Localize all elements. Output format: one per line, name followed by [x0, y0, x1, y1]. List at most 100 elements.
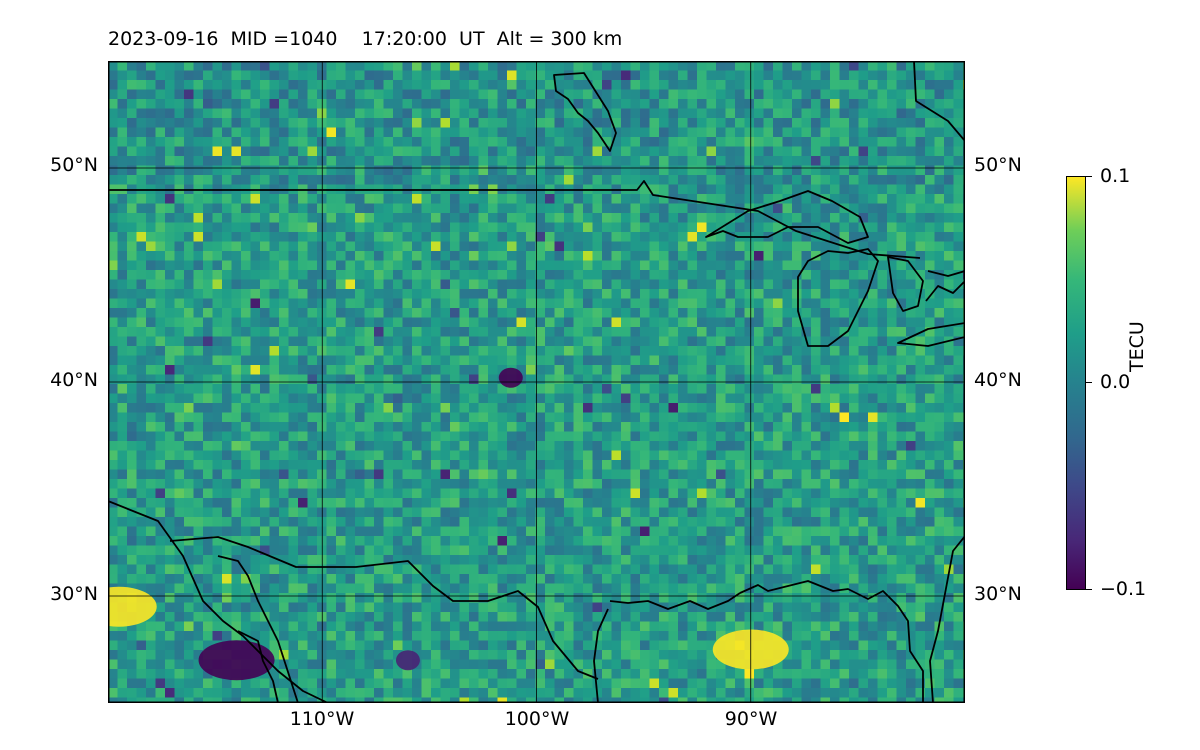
tec-cell: [849, 165, 859, 176]
tec-cell: [868, 184, 878, 195]
tec-cell: [611, 327, 622, 337]
tec-cell: [193, 536, 204, 546]
tec-cell: [336, 393, 346, 404]
tec-cell: [792, 118, 802, 128]
tec-cell: [108, 441, 118, 451]
tec-cell: [953, 393, 964, 404]
tec-cell: [830, 555, 840, 565]
tec-cell: [269, 118, 280, 128]
tec-cell: [820, 469, 831, 480]
tec-cell: [108, 564, 118, 575]
tec-cell: [136, 61, 147, 71]
tec-cell: [431, 89, 441, 100]
tec-cell: [554, 118, 565, 128]
tec-cell: [763, 488, 774, 499]
tec-cell: [412, 165, 422, 176]
tec-cell: [155, 488, 166, 499]
tec-cell: [136, 194, 147, 204]
tec-cell: [298, 317, 308, 328]
tec-cell: [507, 194, 517, 204]
tec-cell: [944, 298, 954, 309]
tec-cell: [117, 99, 128, 109]
tec-cell: [345, 536, 356, 546]
tec-cell: [212, 412, 223, 423]
tec-cell: [906, 222, 916, 233]
tec-cell: [269, 536, 280, 546]
tec-cell: [355, 507, 365, 518]
tec-cell: [146, 460, 156, 470]
tec-cell: [117, 146, 128, 157]
tec-cell: [374, 279, 384, 290]
tec-cell: [782, 70, 793, 81]
tec-cell: [222, 213, 232, 223]
tec-cell: [621, 479, 631, 489]
tec-cell: [621, 99, 631, 109]
tec-cell: [298, 555, 308, 565]
tec-cell: [412, 260, 422, 271]
tec-cell: [326, 555, 337, 565]
tec-cell: [526, 393, 536, 404]
tec-cell: [735, 564, 745, 575]
tec-cell: [545, 308, 555, 318]
tec-cell: [307, 536, 318, 546]
tec-cell: [193, 279, 204, 290]
tec-cell: [811, 536, 821, 546]
tec-cell: [146, 213, 156, 223]
tec-cell: [545, 222, 555, 233]
tec-cell: [440, 450, 451, 461]
tec-cell: [402, 289, 413, 299]
tec-cell: [820, 384, 831, 394]
tec-cell: [811, 450, 821, 461]
tec-cell: [307, 232, 318, 242]
tec-cell: [184, 80, 194, 90]
tec-cell: [858, 393, 869, 404]
tec-cell: [820, 70, 831, 81]
tec-cell: [640, 279, 650, 290]
tec-cell: [288, 564, 299, 575]
tec-cell: [830, 374, 840, 385]
tec-cell: [507, 137, 517, 147]
tec-cell: [763, 89, 774, 100]
tec-cell: [697, 108, 707, 119]
tec-cell: [117, 545, 128, 556]
tec-cell: [241, 251, 251, 261]
tec-cell: [393, 517, 403, 527]
tec-cell: [725, 574, 736, 584]
tec-cell: [744, 89, 755, 100]
tec-cell: [526, 403, 536, 413]
tec-cell: [725, 450, 736, 461]
tec-cell: [336, 422, 346, 432]
tec-cell: [355, 536, 365, 546]
tec-cell: [811, 403, 821, 413]
tec-cell: [887, 403, 897, 413]
tec-cell: [269, 99, 280, 109]
tec-cell: [564, 165, 574, 176]
tec-cell: [592, 574, 603, 584]
tec-cell: [716, 479, 726, 489]
tec-cell: [155, 260, 166, 271]
tec-cell: [830, 156, 840, 166]
tec-cell: [260, 393, 270, 404]
tec-cell: [269, 365, 280, 375]
tec-cell: [583, 99, 593, 109]
tec-cell: [336, 270, 346, 280]
tec-cell: [535, 99, 546, 109]
tec-cell: [478, 70, 489, 81]
tec-cell: [288, 308, 299, 318]
tec-cell: [440, 574, 451, 584]
tec-cell: [355, 137, 365, 147]
tec-cell: [374, 232, 384, 242]
tec-cell: [801, 146, 812, 157]
tec-cell: [554, 403, 565, 413]
tec-cell: [706, 146, 717, 157]
tec-cell: [288, 279, 299, 290]
tec-cell: [830, 346, 840, 356]
tec-cell: [355, 108, 365, 119]
tec-cell: [611, 89, 622, 100]
tec-cell: [953, 118, 964, 128]
tec-cell: [136, 327, 147, 337]
tec-cell: [754, 355, 764, 366]
tec-cell: [288, 422, 299, 432]
tec-cell: [649, 260, 660, 271]
tec-cell: [630, 336, 641, 347]
